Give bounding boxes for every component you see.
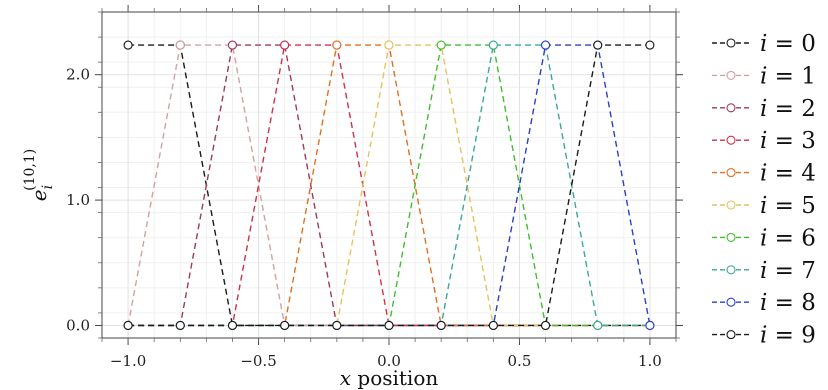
legend-label-var: i (760, 63, 767, 89)
y-axis-label-base: e (27, 189, 51, 201)
series-point-5 (384, 40, 394, 50)
legend-item-6: i = 6 (712, 225, 816, 251)
legend-label-var: i (760, 31, 767, 57)
legend-label: i = 3 (760, 128, 816, 154)
legend-label: i = 1 (760, 63, 816, 89)
legend-label-var: i (760, 193, 767, 219)
series-point-9 (488, 320, 498, 331)
legend-label-eq: = 4 (767, 161, 816, 187)
legend-item-1: i = 1 (712, 63, 816, 89)
legend-label: i = 9 (760, 323, 816, 349)
legend-label: i = 4 (760, 161, 816, 187)
series-point-4 (332, 40, 342, 50)
series-point-9 (645, 40, 655, 50)
y-tick-label: 0.0 (66, 316, 90, 334)
legend-label-var: i (760, 225, 767, 251)
tick-labels: −1.0 −0.5 0.0 0.5 1.0 0.0 1.0 2.0 (66, 66, 662, 370)
legend-swatch-marker (726, 232, 736, 242)
series-point-7 (488, 40, 498, 50)
legend-item-0: i = 0 (712, 31, 816, 57)
legend-label-eq: = 9 (767, 323, 816, 349)
legend-label-var: i (760, 290, 767, 316)
series-point-9 (540, 320, 551, 331)
legend-item-2: i = 2 (712, 96, 816, 122)
series-point-9 (436, 320, 446, 331)
legend-label-var: i (760, 258, 767, 284)
series-point-9 (227, 320, 238, 331)
series-point-9 (280, 320, 290, 331)
axis-ticks (95, 5, 683, 345)
legend-label-eq: = 1 (767, 63, 816, 89)
series-layer (123, 40, 655, 331)
legend-item-9: i = 9 (712, 323, 816, 349)
series-point-2 (227, 40, 238, 50)
legend-label-eq: = 8 (767, 290, 816, 316)
series-point-9 (332, 320, 342, 331)
legend-label: i = 7 (760, 258, 816, 284)
legend-label-eq: = 7 (767, 258, 816, 284)
legend-label-eq: = 6 (767, 225, 816, 251)
series-point-9 (123, 320, 133, 331)
y-tick-label: 2.0 (66, 66, 90, 84)
legend-item-4: i = 4 (712, 161, 816, 187)
x-tick-label: 0.0 (377, 352, 401, 370)
legend-label-eq: = 3 (767, 128, 816, 154)
y-axis-label: ei(10,1) (22, 149, 56, 201)
series-point-6 (436, 40, 446, 50)
series-point-8 (645, 320, 655, 331)
legend: i = 0i = 1i = 2i = 3i = 4i = 5i = 6i = 7… (712, 31, 816, 349)
legend-label: i = 5 (760, 193, 816, 219)
legend-item-7: i = 7 (712, 258, 816, 284)
y-axis-label-sup: (10,1) (22, 149, 38, 191)
legend-label: i = 0 (760, 31, 816, 57)
legend-label-var: i (760, 96, 767, 122)
series-point-3 (280, 40, 290, 50)
legend-swatch-marker (726, 70, 736, 80)
legend-swatch-marker (726, 168, 736, 178)
x-tick-label: −1.0 (110, 352, 146, 370)
series-point-0 (123, 40, 133, 50)
legend-label: i = 8 (760, 290, 816, 316)
series-9 (123, 40, 655, 331)
legend-swatch-marker (726, 38, 736, 48)
legend-swatch-marker (726, 330, 736, 340)
legend-label-var: i (760, 128, 767, 154)
legend-item-5: i = 5 (712, 193, 816, 219)
legend-swatch-marker (726, 265, 736, 275)
legend-item-3: i = 3 (712, 128, 816, 154)
legend-swatch-marker (726, 135, 736, 145)
x-tick-label: 0.5 (508, 352, 532, 370)
series-point-9 (175, 320, 185, 331)
legend-swatch-marker (726, 297, 736, 307)
series-point-8 (540, 40, 551, 50)
legend-swatch-marker (726, 200, 736, 210)
x-tick-label: 1.0 (638, 352, 662, 370)
legend-item-8: i = 8 (712, 290, 816, 316)
series-point-9 (384, 320, 394, 331)
legend-label-eq: = 0 (767, 31, 816, 57)
svg-text:ei(10,1): ei(10,1) (22, 149, 56, 201)
legend-label: i = 6 (760, 225, 816, 251)
y-axis-label-sub: i (40, 185, 56, 189)
legend-swatch-marker (726, 103, 736, 113)
x-tick-label: −0.5 (240, 352, 276, 370)
y-tick-label: 1.0 (66, 191, 90, 209)
series-point-1 (175, 40, 185, 50)
legend-label: i = 2 (760, 96, 816, 122)
series-point-7 (593, 320, 603, 331)
series-point-9 (593, 40, 603, 50)
legend-label-var: i (760, 161, 767, 187)
legend-label-eq: = 5 (767, 193, 816, 219)
legend-label-var: i (760, 323, 767, 349)
x-axis-label: x position (340, 366, 439, 390)
legend-label-eq: = 2 (767, 96, 816, 122)
